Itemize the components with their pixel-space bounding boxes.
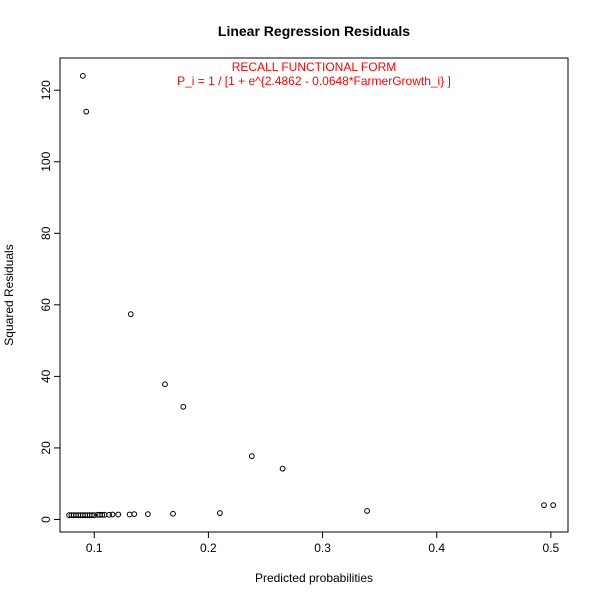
x-axis: 0.1 0.2 0.3 0.4 0.5 [86, 532, 560, 555]
data-points [66, 72, 557, 519]
data-point [89, 512, 95, 519]
y-axis: 0 20 40 60 80 100 120 [39, 80, 60, 523]
data-point [106, 511, 112, 518]
y-axis-label: Squared Residuals [2, 244, 16, 345]
annotation-line-2: P_i = 1 / [1 + e^{2.4862 - 0.0648*Farmer… [177, 74, 451, 88]
data-point [145, 511, 151, 518]
data-point [99, 511, 106, 518]
data-point [180, 403, 187, 410]
data-point [541, 502, 547, 509]
x-axis-label: Predicted probabilities [255, 571, 373, 585]
y-tick-label: 60 [39, 298, 53, 312]
data-point [127, 311, 134, 318]
chart-title: Linear Regression Residuals [218, 23, 410, 39]
y-tick-label: 0 [39, 516, 53, 523]
data-point [279, 465, 286, 472]
data-point [248, 453, 255, 460]
data-point [162, 381, 168, 388]
data-point [131, 511, 138, 518]
data-point [364, 507, 370, 514]
data-point [115, 511, 122, 518]
y-tick-label: 120 [39, 80, 53, 100]
data-point [170, 510, 176, 517]
y-tick-label: 100 [39, 151, 53, 171]
x-tick-label: 0.5 [543, 541, 560, 555]
annotation-line-1: RECALL FUNCTIONAL FORM [232, 60, 396, 74]
plot-frame [59, 57, 569, 533]
x-tick-label: 0.2 [200, 541, 217, 555]
data-point [83, 108, 90, 115]
data-point [91, 512, 98, 519]
data-point [550, 502, 557, 509]
data-point [109, 511, 116, 518]
x-tick-label: 0.3 [314, 541, 331, 555]
y-tick-label: 80 [39, 226, 53, 240]
x-tick-label: 0.4 [428, 541, 445, 555]
data-point [126, 511, 133, 518]
y-tick-label: 40 [39, 369, 53, 383]
data-point [216, 510, 223, 516]
data-point [79, 72, 86, 79]
x-tick-label: 0.1 [86, 541, 103, 555]
y-tick-label: 20 [39, 441, 53, 455]
